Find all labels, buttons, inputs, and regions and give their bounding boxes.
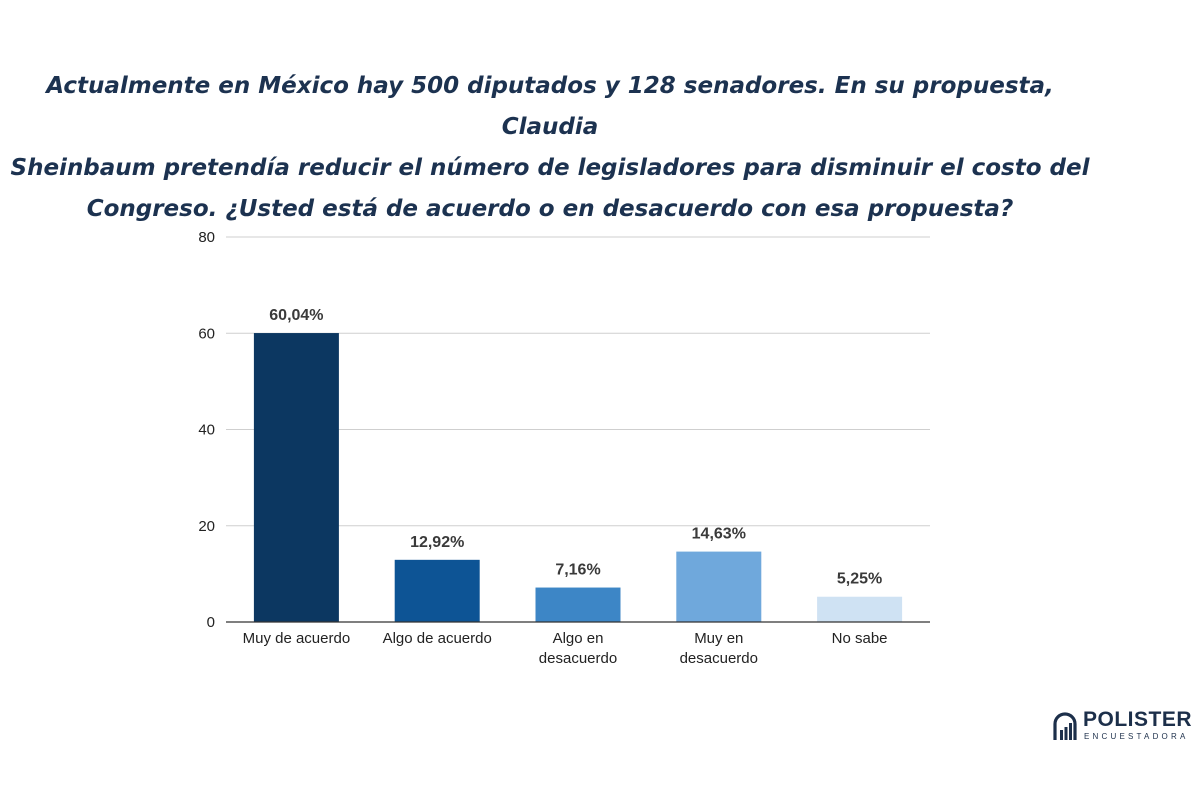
- y-tick-label: 20: [198, 518, 215, 535]
- bar: [253, 333, 339, 622]
- x-tick-label: desacuerdo: [539, 650, 617, 667]
- y-tick-label: 40: [198, 422, 215, 439]
- chart-title: Actualmente en México hay 500 diputados …: [10, 73, 1090, 222]
- bar: [676, 551, 762, 622]
- y-tick-label: 0: [207, 614, 215, 631]
- x-tick-label: Muy en: [694, 630, 743, 647]
- data-label: 60,04%: [269, 307, 323, 324]
- data-label: 12,92%: [410, 534, 464, 551]
- polister-logo: POLISTER ENCUESTADORA: [1052, 708, 1192, 744]
- bar: [817, 596, 903, 622]
- data-label: 14,63%: [692, 526, 746, 543]
- x-tick-label: Algo de acuerdo: [383, 630, 492, 647]
- x-tick-label: Muy de acuerdo: [243, 630, 351, 647]
- logo-name: POLISTER: [1083, 708, 1193, 731]
- data-label: 5,25%: [837, 571, 882, 588]
- x-tick-label: Algo en: [553, 630, 604, 647]
- y-tick-label: 60: [198, 325, 215, 342]
- bar: [535, 587, 621, 622]
- logo-subtitle: ENCUESTADORA: [1084, 732, 1189, 741]
- bar: [394, 559, 480, 622]
- data-label: 7,16%: [555, 562, 600, 579]
- polister-logo-icon: [1053, 712, 1077, 740]
- y-tick-label: 80: [198, 229, 215, 246]
- x-tick-label: desacuerdo: [680, 650, 758, 667]
- x-tick-label: No sabe: [832, 630, 888, 647]
